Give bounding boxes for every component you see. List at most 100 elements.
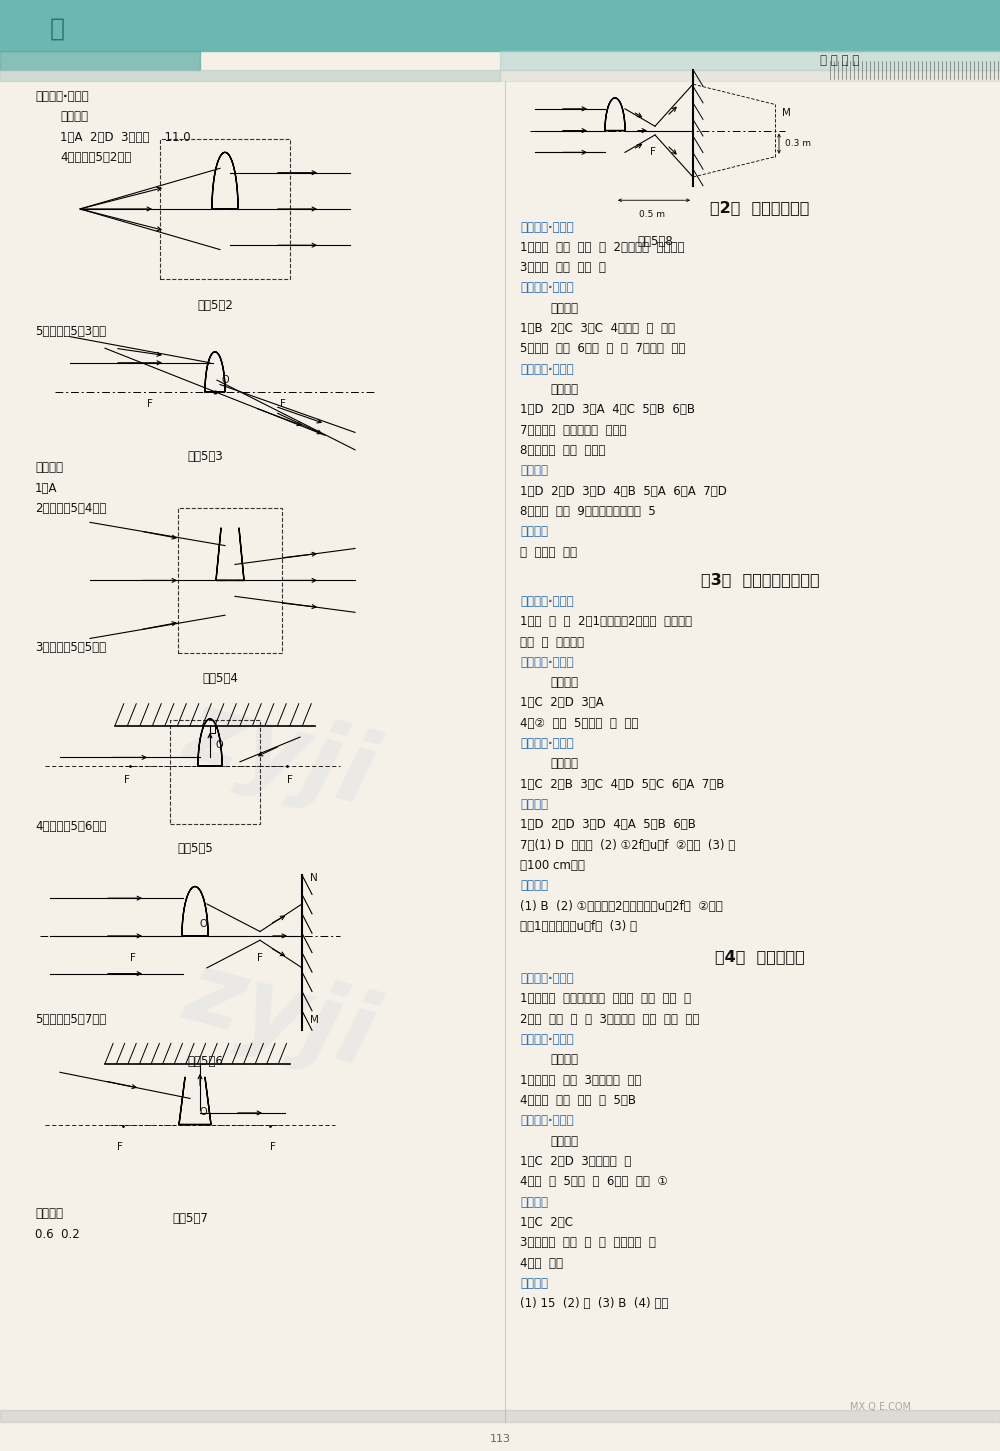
Text: 🌿: 🌿 [50, 17, 65, 41]
Bar [500, 51, 1000, 70]
Text: 8．凸透镜  会聚  放大镜: 8．凸透镜 会聚 放大镜 [520, 444, 605, 457]
Text: 1．照相机  胶片和晶状体  视网膜  倒立  缩小  实: 1．照相机 胶片和晶状体 视网膜 倒立 缩小 实 [520, 992, 691, 1006]
Text: 大于  了  倒立放大: 大于 了 倒立放大 [520, 636, 584, 649]
Text: 答图5－6: 答图5－6 [187, 1055, 223, 1068]
Text: 1．D  2．D  3．D  4．B  5．A  6．A  7．D: 1．D 2．D 3．D 4．B 5．A 6．A 7．D [520, 485, 727, 498]
Text: 尝试提高: 尝试提高 [520, 1277, 548, 1290]
Text: 课堂练习: 课堂练习 [550, 302, 578, 315]
Text: 凸  照相机  远离: 凸 照相机 远离 [520, 546, 577, 559]
Text: F: F [257, 953, 263, 963]
Text: M: M [782, 109, 791, 118]
Text: 答图5－2: 答图5－2 [197, 299, 233, 312]
Text: O: O [200, 1107, 208, 1117]
Text: 1．C  2．D  3．A: 1．C 2．D 3．A [520, 696, 604, 710]
Text: 1．C  2．D  3．照相机  凸: 1．C 2．D 3．照相机 凸 [520, 1155, 631, 1168]
Text: 1．大  小  大  2．1倍焦距到2倍焦距  倒立缩小: 1．大 小 大 2．1倍焦距到2倍焦距 倒立缩小 [520, 615, 692, 628]
Text: 7．凸透镜  正立的放大  远近字: 7．凸透镜 正立的放大 远近字 [520, 424, 626, 437]
Text: 小于1倍焦距（或u＜f）  (3) ＜: 小于1倍焦距（或u＜f） (3) ＜ [520, 920, 637, 933]
Text: 巩固提高·新空间: 巩固提高·新空间 [520, 737, 574, 750]
Text: 3．凸透镜  倒立  实  凸  近视眼镜  乙: 3．凸透镜 倒立 实 凸 近视眼镜 乙 [520, 1236, 656, 1249]
Text: 尝试提高: 尝试提高 [520, 879, 548, 892]
Text: 1．C  2．B  3．C  4．D  5．C  6．A  7．B: 1．C 2．B 3．C 4．D 5．C 6．A 7．B [520, 778, 724, 791]
Text: F: F [130, 953, 136, 963]
Text: 8．人脸  缩小  9．正立放大的虚像  5: 8．人脸 缩小 9．正立放大的虚像 5 [520, 505, 656, 518]
Text: 5．如答图5－7所示: 5．如答图5－7所示 [35, 1013, 106, 1026]
Text: 课时达标: 课时达标 [550, 383, 578, 396]
Bar [160, 139, 290, 279]
Text: 能力展示: 能力展示 [520, 1196, 548, 1209]
Text: F: F [287, 775, 293, 785]
Text: 课时达标: 课时达标 [550, 757, 578, 770]
Text: 1．C  2．C: 1．C 2．C [520, 1216, 573, 1229]
Text: 能力展示: 能力展示 [520, 798, 548, 811]
Bar [0, 51, 200, 70]
Text: 4．前  凸  5．近  凹  6．后  变小  ①: 4．前 凸 5．近 凹 6．后 变小 ① [520, 1175, 668, 1188]
Text: 第2节  生活中的透镜: 第2节 生活中的透镜 [710, 200, 810, 215]
Text: 能力展示: 能力展示 [520, 464, 548, 477]
Text: 第4节  眼睛和眼镜: 第4节 眼睛和眼镜 [715, 949, 805, 963]
Text: 4．如答图5－2所示: 4．如答图5－2所示 [60, 151, 131, 164]
Text: 1．近视眼  凹透  3．近视眼  凹透: 1．近视眼 凹透 3．近视眼 凹透 [520, 1074, 641, 1087]
Text: 课时达标: 课时达标 [550, 1135, 578, 1148]
Text: F: F [650, 147, 656, 157]
Text: O: O [215, 740, 223, 750]
Text: 4．如答图5－6所示: 4．如答图5－6所示 [35, 820, 106, 833]
Text: O: O [221, 374, 229, 385]
Text: 1．D  2．D  3．D  4．A  5．B  6．B: 1．D 2．D 3．D 4．A 5．B 6．B [520, 818, 696, 831]
Text: 自主预习·新发现: 自主预习·新发现 [520, 595, 574, 608]
Bar [178, 508, 282, 653]
Bar [500, 70, 1000, 81]
Text: 参 考 答 案: 参 考 答 案 [820, 55, 860, 67]
Text: 4．凸  发散: 4．凸 发散 [520, 1257, 563, 1270]
Text: N: N [310, 874, 318, 882]
Text: 课堂练习: 课堂练习 [550, 1053, 578, 1066]
Text: 答图5－7: 答图5－7 [172, 1212, 208, 1225]
Text: 能力展示: 能力展示 [35, 461, 63, 474]
Text: 0.6  0.2: 0.6 0.2 [35, 1228, 80, 1241]
Text: 1．A: 1．A [35, 482, 58, 495]
Bar [170, 720, 260, 824]
Text: 7．(1) D  照相机  (2) ①2f＞u＞f  ②增大  (3) 像: 7．(1) D 照相机 (2) ①2f＞u＞f ②增大 (3) 像 [520, 839, 735, 852]
Text: 5．折射  反射  6．凸  实  虚  7．会聚  小于: 5．折射 反射 6．凸 实 虚 7．会聚 小于 [520, 342, 685, 355]
Text: O: O [200, 918, 208, 929]
Text: 自主预习·新发现: 自主预习·新发现 [520, 221, 574, 234]
Bar [0, 1410, 1000, 1422]
Text: F: F [117, 1142, 123, 1152]
Text: 自主预习·新发现: 自主预习·新发现 [520, 972, 574, 985]
Text: F: F [280, 399, 286, 409]
Text: 113: 113 [490, 1434, 511, 1444]
Text: 第3节  凸透镜成像的规律: 第3节 凸透镜成像的规律 [701, 572, 819, 586]
Text: 1．B  2．C  3．C  4．放大  正  放大: 1．B 2．C 3．C 4．放大 正 放大 [520, 322, 675, 335]
Text: 在100 cm之外: 在100 cm之外 [520, 859, 585, 872]
Bar [0, 70, 500, 81]
Text: zyji: zyji [175, 682, 385, 827]
Text: F: F [270, 1142, 276, 1152]
Text: (1) B  (2) ①物距大于2倍焦距（或u＞2f）  ②物距: (1) B (2) ①物距大于2倍焦距（或u＞2f） ②物距 [520, 900, 723, 913]
Text: 5．如答图5－3所示: 5．如答图5－3所示 [35, 325, 106, 338]
Text: MX Q E.COM: MX Q E.COM [850, 1403, 910, 1412]
Text: 1．凸透  倒立  缩小  实  2．凸透镜  倒立放大: 1．凸透 倒立 缩小 实 2．凸透镜 倒立放大 [520, 241, 684, 254]
Text: 0.5 m: 0.5 m [639, 210, 665, 219]
Text: 巩固提高·新空间: 巩固提高·新空间 [520, 1114, 574, 1127]
Text: 尝试提高: 尝试提高 [520, 525, 548, 538]
Text: 1．A  2．D  3．会聚    11.0: 1．A 2．D 3．会聚 11.0 [60, 131, 191, 144]
Text: 合作探究·新课堂: 合作探究·新课堂 [520, 281, 574, 295]
Text: 巩固提高·新空间: 巩固提高·新空间 [35, 90, 89, 103]
Text: 3．如答图5－5所示: 3．如答图5－5所示 [35, 641, 106, 654]
Text: 尝试提高: 尝试提高 [35, 1207, 63, 1220]
Text: 答图5－8: 答图5－8 [637, 235, 673, 248]
Text: 4．太海  太阳  大炬  凸  5．B: 4．太海 太阳 大炬 凸 5．B [520, 1094, 636, 1107]
Text: 4．②  反射  5．蜡烛  左  缩小: 4．② 反射 5．蜡烛 左 缩小 [520, 717, 638, 730]
Text: 1．D  2．D  3．A  4．C  5．B  6．B: 1．D 2．D 3．A 4．C 5．B 6．B [520, 403, 695, 416]
Text: 3．凸透  正立  放大  虚: 3．凸透 正立 放大 虚 [520, 261, 606, 274]
Text: 课堂练习: 课堂练习 [550, 676, 578, 689]
Text: 0.3 m: 0.3 m [785, 139, 811, 148]
Text: 答图5－5: 答图5－5 [177, 842, 213, 855]
Text: 课时达标: 课时达标 [60, 110, 88, 123]
Text: 2．如答图5－4所示: 2．如答图5－4所示 [35, 502, 106, 515]
Text: zyji: zyji [175, 943, 385, 1088]
Text: F: F [147, 399, 153, 409]
Text: 巩固提高·新空间: 巩固提高·新空间 [520, 363, 574, 376]
Text: 2．远  变大  近  近  3．远视眼  老年  后方  凸透: 2．远 变大 近 近 3．远视眼 老年 后方 凸透 [520, 1013, 699, 1026]
Text: 答图5－4: 答图5－4 [202, 672, 238, 685]
